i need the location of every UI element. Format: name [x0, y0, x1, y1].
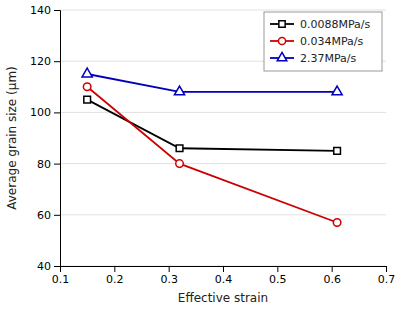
tick-label: 0.1 [52, 273, 70, 286]
tick: 0.3 [160, 266, 178, 286]
y-axis: 40 60 80 100 120 140 [30, 4, 61, 273]
tick-label: 60 [37, 209, 51, 222]
tick: 80 [37, 158, 60, 171]
tick-label: 120 [30, 55, 51, 68]
tick-mark [54, 215, 60, 216]
point [176, 145, 183, 152]
tick-mark [169, 266, 170, 272]
tick-label: 0.2 [106, 273, 124, 286]
point [333, 219, 341, 227]
tick-mark [54, 61, 60, 62]
tick: 60 [37, 209, 60, 222]
tick-label: 0.3 [160, 273, 178, 286]
tick-label: 80 [37, 158, 51, 171]
legend-marker [277, 52, 287, 60]
x-axis: 0.1 0.2 0.3 0.4 0.5 0.6 0.7 [52, 266, 396, 286]
tick: 0.2 [106, 266, 124, 286]
tick-mark [277, 266, 278, 272]
tick: 0.4 [215, 266, 233, 286]
legend-entry: 0.0088MPa/s [270, 18, 371, 31]
tick-label: 0.6 [323, 273, 341, 286]
point [84, 96, 91, 103]
grid-line [60, 163, 386, 164]
tick-label: 0.5 [269, 273, 287, 286]
series-line [87, 87, 337, 223]
tick-label: 40 [37, 260, 51, 273]
point [332, 86, 342, 95]
point [334, 147, 341, 154]
axis-line [54, 11, 61, 267]
y-axis-title: Average grain size (μm) [5, 66, 19, 210]
grid-line [60, 10, 386, 11]
tick: 0.6 [323, 266, 341, 286]
tick-label: 140 [30, 4, 51, 17]
tick-mark [54, 266, 60, 267]
grid-line [60, 214, 386, 215]
axis-line [61, 267, 387, 273]
tick: 0.1 [52, 266, 70, 286]
plot-area: 0.1 0.2 0.3 0.4 0.5 0.6 0.7 40 60 80 100 120 140 0.00… [30, 4, 395, 286]
legend-label: 0.0088MPa/s [300, 18, 371, 31]
legend-entry: 0.034MPa/s [270, 35, 364, 48]
data-layer [82, 68, 342, 226]
tick-mark [54, 112, 60, 113]
tick-mark [332, 266, 333, 272]
tick-mark [223, 266, 224, 272]
tick-label: 100 [30, 106, 51, 119]
tick-mark [54, 10, 60, 11]
legend-label: 0.034MPa/s [300, 35, 364, 48]
tick-label: 0.7 [378, 273, 396, 286]
legend-marker [278, 37, 285, 44]
grid [60, 10, 386, 266]
point [82, 68, 92, 77]
legend-marker [279, 21, 285, 27]
tick: 140 [30, 4, 60, 17]
tick-mark [114, 266, 115, 272]
tick: 100 [30, 106, 60, 119]
tick-mark [54, 164, 60, 165]
tick: 120 [30, 55, 60, 68]
legend-label: 2.37MPa/s [300, 52, 357, 65]
tick-mark [386, 266, 387, 272]
x-axis-title: Effective strain [178, 291, 268, 305]
point [174, 86, 184, 95]
series-line [87, 100, 337, 151]
chart: 0.1 0.2 0.3 0.4 0.5 0.6 0.7 40 60 80 100 120 140 0.00… [0, 0, 400, 310]
series-line [87, 74, 337, 92]
legend-frame [264, 12, 382, 71]
point [83, 83, 91, 91]
point [176, 160, 184, 168]
tick-label: 0.4 [215, 273, 233, 286]
legend: 0.0088MPa/s 0.034MPa/s 2.37MPa/s [264, 12, 382, 71]
tick: 0.7 [378, 266, 396, 286]
legend-entry: 2.37MPa/s [270, 52, 357, 65]
tick: 0.5 [269, 266, 287, 286]
tick: 40 [37, 260, 60, 273]
